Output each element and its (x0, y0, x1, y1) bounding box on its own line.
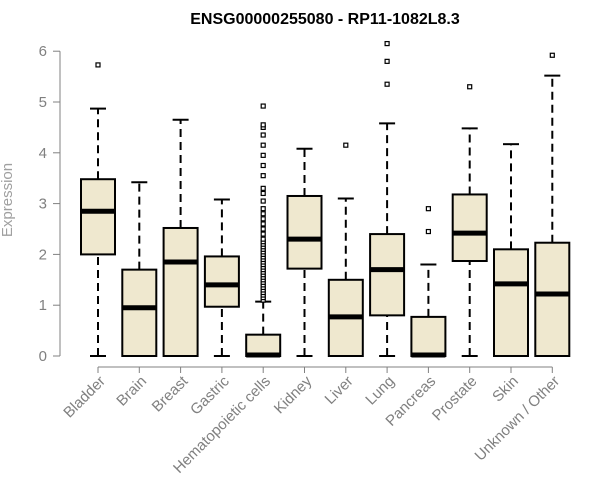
outlier-point (260, 142, 266, 148)
outlier-point (384, 81, 390, 87)
x-tick-label: Bladder (60, 373, 109, 422)
box-iqr (369, 233, 406, 317)
box-iqr (451, 193, 488, 263)
outlier-point (260, 103, 266, 109)
box-group (80, 62, 116, 357)
box-series (80, 40, 571, 358)
outlier-point (384, 58, 390, 64)
box-group (162, 118, 199, 357)
outlier-point (260, 198, 266, 204)
x-tick-label: Liver (322, 373, 357, 408)
outlier-point (343, 142, 349, 148)
outlier-point (384, 40, 390, 47)
outlier-point (260, 152, 266, 158)
outlier-point (260, 132, 266, 138)
x-tick-label: Breast (149, 372, 192, 415)
x-tick-label: Brain (113, 373, 150, 410)
outlier-point (260, 231, 266, 237)
chart-title: ENSG00000255080 - RP11-1082L8.3 (190, 11, 460, 28)
box-group (327, 142, 364, 357)
y-tick-label: 4 (39, 145, 47, 162)
outlier-point (260, 221, 266, 227)
box-group (245, 103, 282, 358)
outlier-point (260, 236, 266, 242)
x-tick-label: Lung (362, 373, 398, 409)
box-iqr (286, 194, 323, 270)
x-tick-label: Kidney (271, 372, 316, 417)
box-iqr (203, 255, 240, 308)
outlier-point (260, 206, 266, 212)
outlier-point (260, 122, 266, 128)
outlier-point (260, 185, 266, 191)
y-tick-label: 6 (39, 43, 47, 60)
box-group (451, 84, 488, 357)
box-iqr (493, 248, 529, 358)
outlier-point (95, 62, 101, 68)
box-group (369, 40, 406, 357)
box-group (493, 143, 529, 358)
outlier-point (260, 162, 266, 169)
box-iqr (410, 315, 447, 358)
y-axis-label: Expression (0, 163, 16, 237)
outlier-point (549, 52, 555, 58)
outlier-point (425, 228, 431, 235)
box-iqr (162, 226, 199, 357)
x-tick-label: Prostate (429, 373, 481, 425)
x-tick-label: Skin (489, 373, 522, 406)
y-axis: 0 1 2 3 4 5 6 (39, 43, 61, 365)
box-iqr (121, 268, 158, 358)
y-tick-label: 2 (39, 246, 47, 263)
box-iqr (534, 241, 571, 357)
box-group (410, 206, 447, 358)
box-iqr (80, 178, 116, 256)
outlier-point (467, 84, 473, 90)
y-tick-label: 3 (39, 196, 47, 213)
y-tick-label: 1 (39, 297, 47, 314)
outlier-point (425, 206, 431, 212)
box-group (286, 147, 323, 357)
y-tick-label: 0 (39, 348, 47, 365)
box-group (203, 198, 240, 357)
y-tick-label: 5 (39, 94, 47, 111)
box-group (534, 52, 571, 357)
outlier-point (260, 190, 266, 197)
outlier-point (260, 211, 266, 217)
box-group (121, 181, 158, 358)
outlier-point (260, 173, 266, 179)
outlier-point (260, 216, 266, 222)
outlier-point (260, 226, 266, 232)
